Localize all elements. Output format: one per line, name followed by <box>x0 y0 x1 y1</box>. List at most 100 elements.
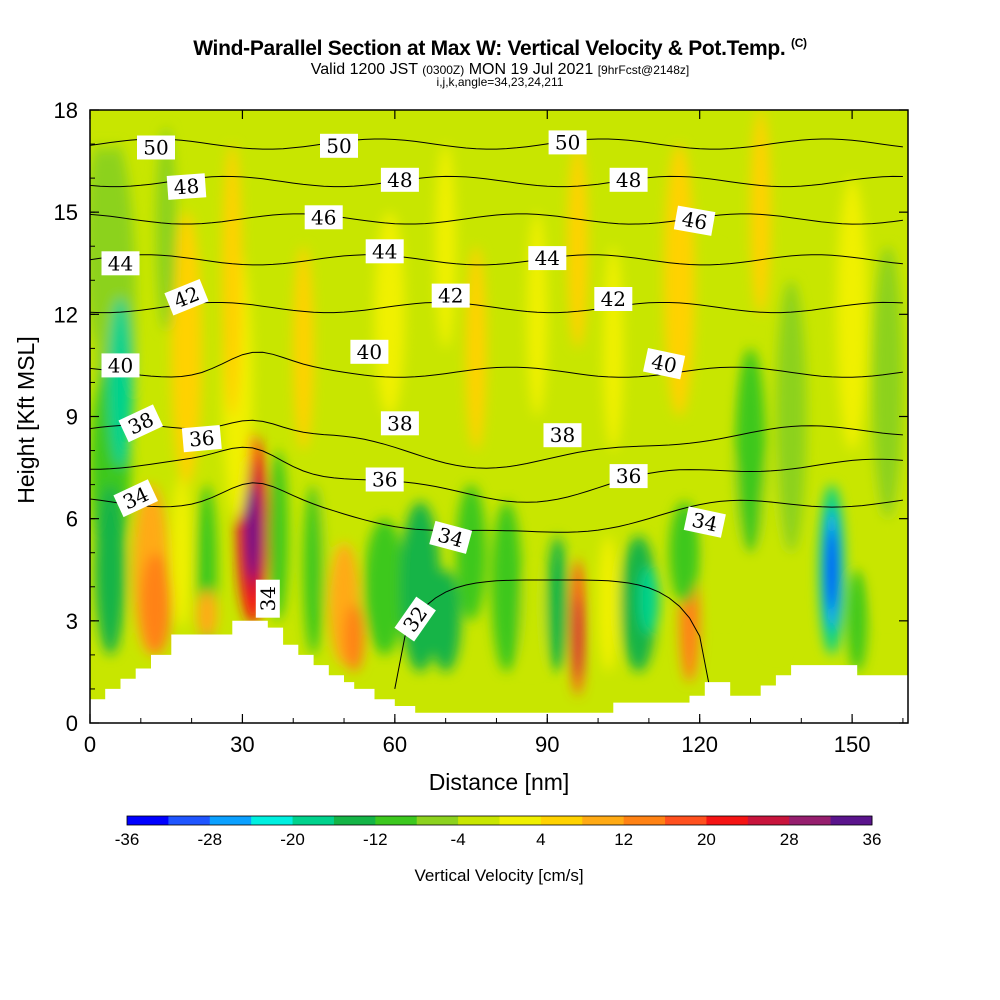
velocity-cell <box>465 246 487 451</box>
x-axis-label: Distance [nm] <box>429 769 570 795</box>
contour-label-text: 50 <box>143 136 168 160</box>
title-text: Wind-Parallel Section at Max W: Vertical… <box>193 37 786 60</box>
contour-label-text: 40 <box>649 349 679 378</box>
contour-label-box <box>137 135 175 160</box>
colorbar-swatch <box>416 816 459 825</box>
colorbar-tick-label: -12 <box>363 830 388 849</box>
contour-label-box <box>528 246 567 271</box>
x-tick-label: 30 <box>230 732 254 757</box>
colorbar-tick-label: -36 <box>115 830 140 849</box>
velocity-cell <box>836 178 868 451</box>
chart-title: Wind-Parallel Section at Max W: Vertical… <box>0 36 1000 61</box>
contour-label: 34 <box>255 579 280 618</box>
contour-label: 44 <box>365 239 404 264</box>
contour-label-box <box>380 411 419 436</box>
velocity-cell <box>245 484 260 580</box>
contour-label-box <box>101 251 140 276</box>
contour-label-box <box>609 464 648 489</box>
colorbar-swatch <box>706 816 749 825</box>
contour-label-text: 38 <box>550 423 575 447</box>
theta-contours <box>90 138 903 689</box>
contour-label-text: 38 <box>387 411 412 435</box>
velocity-cell <box>364 518 406 655</box>
contour-label-box <box>394 596 436 642</box>
velocity-cell <box>222 144 243 417</box>
contour-label-box <box>304 205 343 230</box>
contour-label-text: 34 <box>256 586 280 611</box>
velocity-cell <box>95 484 126 655</box>
contour-label: 44 <box>528 246 567 271</box>
contour-label: 44 <box>101 251 140 276</box>
velocity-cell <box>547 535 568 672</box>
theta-contour-48 <box>90 175 903 188</box>
contour-label: 40 <box>350 339 389 364</box>
velocity-cell <box>521 569 543 672</box>
contour-label-text: 44 <box>108 251 133 275</box>
colorbar-tick-label: 36 <box>863 830 882 849</box>
contour-label-text: 46 <box>680 207 709 235</box>
colorbar-swatch <box>209 816 252 825</box>
velocity-cell <box>107 297 134 468</box>
contour-label-box <box>118 404 164 443</box>
contour-label-box <box>429 520 473 554</box>
theta-contour-40 <box>90 351 903 378</box>
contour-label-box <box>609 167 648 192</box>
velocity-cell <box>872 246 903 519</box>
contour-label: 34 <box>683 506 726 538</box>
contour-label-box <box>164 279 209 316</box>
velocity-cell <box>638 566 660 635</box>
colorbar-swatch <box>540 816 583 825</box>
colorbar-tick-label: 20 <box>697 830 716 849</box>
theta-contour-36 <box>90 446 903 503</box>
contour-label-text: 44 <box>372 239 397 263</box>
contour-label-text: 44 <box>535 246 560 270</box>
velocity-field <box>90 110 903 696</box>
colorbar-swatch <box>582 816 625 825</box>
contour-label-text: 34 <box>690 508 720 537</box>
velocity-cell <box>567 144 588 349</box>
velocity-cell <box>704 246 726 451</box>
contour-label-box <box>181 424 222 453</box>
colorbar: -36 -28 -20 -12 -4 4 12 20 28 36 <box>115 815 882 849</box>
contour-label: 42 <box>594 287 633 311</box>
contour-label-text: 36 <box>188 426 215 452</box>
contour-label: 36 <box>365 467 404 492</box>
theta-contour-50 <box>90 138 903 150</box>
colorbar-tick-label: -20 <box>280 830 305 849</box>
colorbar-swatch <box>168 816 211 825</box>
colorbar-swatch <box>292 816 335 825</box>
contour-label: 38 <box>380 411 419 436</box>
velocity-cell <box>526 212 548 417</box>
copyright-mark: (C) <box>791 36 807 50</box>
contour-label-box <box>683 506 726 538</box>
contour-label: 40 <box>643 348 686 380</box>
velocity-cell <box>827 528 837 611</box>
contour-label-box <box>101 353 140 378</box>
contour-label-box <box>543 423 582 448</box>
contour-label-box <box>365 239 404 264</box>
contour-label: 36 <box>609 464 648 489</box>
forecast-info: [9hrFcst@2148z] <box>597 63 690 77</box>
velocity-cell <box>196 590 218 638</box>
colorbar-swatch <box>458 816 500 825</box>
velocity-cell <box>709 450 741 621</box>
colorbar-swatch <box>375 816 418 825</box>
contour-label-text: 48 <box>616 168 641 192</box>
theta-contour-32 <box>394 579 711 689</box>
velocity-cell <box>344 603 365 672</box>
colorbar-swatch <box>830 816 873 825</box>
contour-label-text: 40 <box>357 340 382 364</box>
velocity-cell <box>775 280 807 553</box>
theta-contour-42 <box>90 301 903 314</box>
contour-label-text: 42 <box>601 287 626 311</box>
contour-label-text: 36 <box>372 468 397 492</box>
colorbar-swatch <box>251 816 294 825</box>
colorbar-tick-label: 4 <box>536 830 545 849</box>
valid-utc: (0300Z) <box>422 63 465 77</box>
contour-label-box <box>594 287 633 311</box>
y-tick-label: 0 <box>66 711 78 736</box>
y-tick-label: 9 <box>66 405 78 430</box>
colorbar-tick-label: 12 <box>614 830 633 849</box>
colorbar-swatch <box>789 816 832 825</box>
